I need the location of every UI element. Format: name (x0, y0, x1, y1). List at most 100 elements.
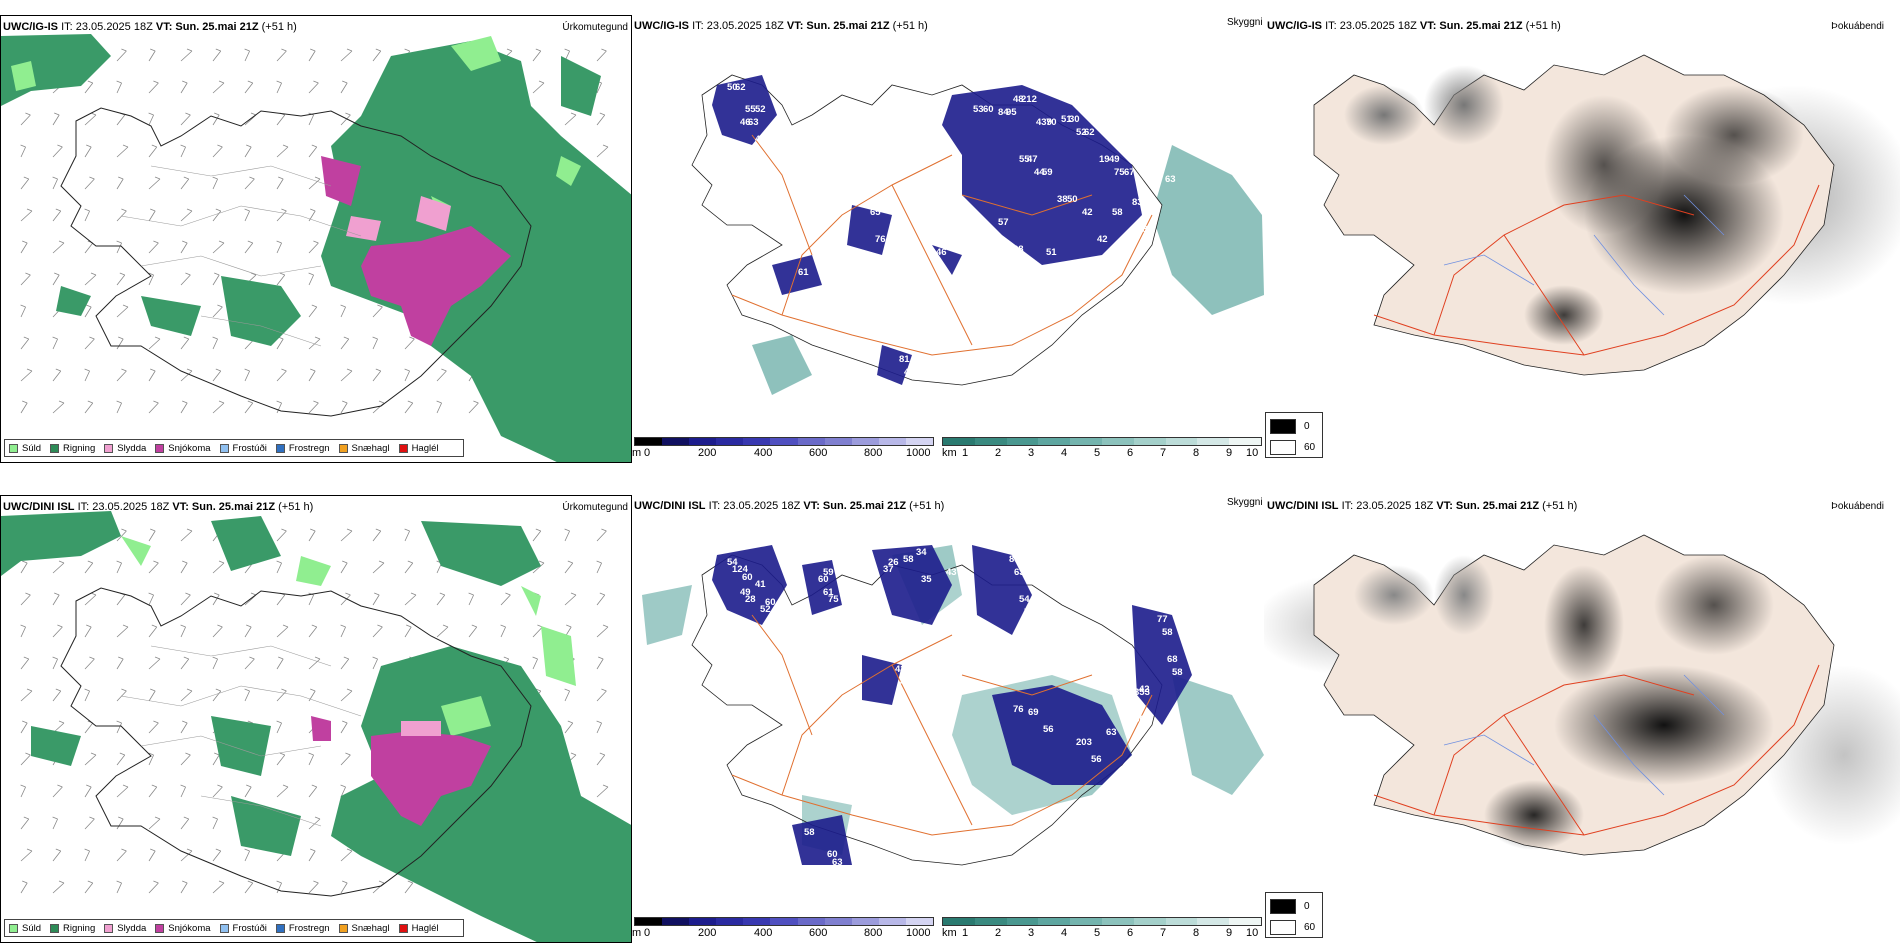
wind-barb-icon (20, 144, 26, 158)
wind-barb-icon (52, 208, 62, 222)
wind-barb-icon (20, 880, 28, 894)
wind-barb-icon (596, 752, 606, 766)
cloud-base-value: 34 (916, 547, 927, 558)
wind-barb-icon (20, 720, 28, 734)
wind-barb-icon (532, 656, 538, 670)
wind-barb-icon (148, 240, 159, 254)
visibility-tick: 5 (1094, 927, 1101, 939)
wind-barb-icon (276, 720, 282, 734)
cloud-base-value: 63 (1014, 567, 1025, 578)
precip-type-legend: Súld Rigning Slydda Snjókoma Frostúði Fr… (4, 439, 464, 457)
fog-core (1554, 665, 1774, 785)
wind-barb-icon (532, 624, 543, 638)
cloud-base-value: 62 (735, 82, 746, 93)
wind-barb-icon (148, 80, 159, 94)
sleet-area (401, 721, 441, 736)
wind-barb-icon (52, 592, 60, 606)
wind-barb-icon (84, 592, 97, 606)
cloud-base-value: 44 (1034, 167, 1045, 178)
wind-barb-icon (52, 688, 62, 702)
visibility-tick: 1 (962, 447, 969, 459)
wind-barb-icon (340, 592, 351, 606)
cloud-base-value: 42 (1097, 234, 1108, 245)
wind-barb-icon (340, 624, 346, 638)
cloud-base-value: 41 (755, 579, 766, 590)
wind-barb-icon (564, 560, 574, 574)
wind-barb-icon (564, 720, 574, 734)
iceland-coast (60, 107, 532, 417)
wind-barb-icon (212, 208, 222, 222)
wind-barb-icon (308, 848, 316, 862)
wind-barb-icon (276, 880, 282, 894)
cloud-base-value: 68 (1167, 654, 1178, 665)
cloud-base-map: 54 41 49 52 55 60 61 37 34 35 43 88 63 54 76 77 58 68 58 43… (642, 545, 1264, 868)
wind-barb-icon (212, 368, 222, 382)
visibility-unit: km (942, 927, 957, 939)
wind-barb-icon (372, 592, 380, 606)
wind-barb-icon (20, 240, 28, 254)
wind-barb-icon (244, 848, 250, 862)
cloud-base-value: 35 (921, 574, 932, 585)
wind-barb-icon (180, 624, 186, 638)
cloud-base-tick: 600 (809, 447, 828, 459)
wind-barb-icon (148, 112, 154, 126)
wind-barb-icon (116, 176, 124, 190)
wind-barb-icon (84, 784, 92, 798)
wind-barb-icon (180, 368, 193, 382)
wind-barb-icon (596, 144, 609, 158)
wind-barb-icon (180, 592, 191, 606)
cloud-base-tick: 200 (698, 927, 717, 939)
wind-barb-icon (180, 528, 193, 542)
cloud-base-value: 59 (823, 567, 834, 578)
wind-barb-icon (212, 880, 225, 894)
cloud-base-value: 61 (798, 267, 809, 278)
wind-barb-icon (212, 592, 220, 606)
wind-barb-icon (276, 80, 282, 94)
cloud-base-tick: 200 (698, 447, 717, 459)
visibility-tick: 4 (1061, 927, 1068, 939)
wind-barb-icon (404, 592, 417, 606)
cloud-base-value: 60 (765, 597, 776, 608)
cloud-base-value: 46 (740, 117, 751, 128)
wind-barb-icon (116, 656, 124, 670)
wind-barb-icon (340, 880, 348, 894)
wind-barb-icon (52, 368, 62, 382)
wind-barb-icon (148, 48, 156, 62)
visibility-tick: 8 (1193, 447, 1200, 459)
wind-barb-icon (340, 848, 353, 862)
wind-barb-icon (212, 656, 218, 670)
panel-header: UWC/DINI ISL IT: 23.05.2025 18Z VT: Sun.… (3, 501, 314, 513)
cloud-base-value: 95 (1006, 107, 1017, 118)
cloud-base-value: 58 (1172, 667, 1183, 678)
wind-barb-icon (372, 368, 382, 382)
rivers (1443, 674, 1725, 796)
cloud-base-value: 60 (818, 574, 829, 585)
wind-barb-icon (116, 752, 126, 766)
fog-map (1264, 534, 1900, 856)
wind-barb-icon (148, 880, 159, 894)
wind-barb-icon (244, 368, 250, 382)
cloud-base-tick: 1000 (906, 447, 931, 459)
fog-indicator-panel-dini: UWC/DINI ISL IT: 23.05.2025 18Z VT: Sun.… (1264, 495, 1900, 943)
legend-item-snow-pellets: Snæhagl (338, 443, 390, 454)
wind-barb-icon (212, 112, 220, 126)
cloud-base-value: 77 (1157, 614, 1168, 625)
wind-barb-icon (276, 656, 284, 670)
wind-barb-icon (564, 528, 570, 542)
wind-barb-icon (276, 592, 286, 606)
wind-barb-icon (244, 176, 255, 190)
wind-barb-icon (20, 816, 30, 830)
wind-barb-icon (20, 752, 31, 766)
visibility-unit: km (942, 447, 957, 459)
precip-map-panel-dini: UWC/DINI ISL IT: 23.05.2025 18Z VT: Sun.… (0, 495, 632, 943)
wind-barb-icon (340, 304, 346, 318)
wind-barb-icon (372, 48, 382, 62)
wind-barb-icon (340, 80, 348, 94)
visibility-tick: 5 (1094, 447, 1101, 459)
wind-barb-icon (564, 112, 577, 126)
cloud-base-tick: 400 (754, 447, 773, 459)
cloud-base-tick: 0 (644, 447, 651, 459)
cloud-base-value: 59 (763, 134, 774, 145)
wind-barb-icon (52, 240, 65, 254)
wind-barb-icon (212, 784, 223, 798)
